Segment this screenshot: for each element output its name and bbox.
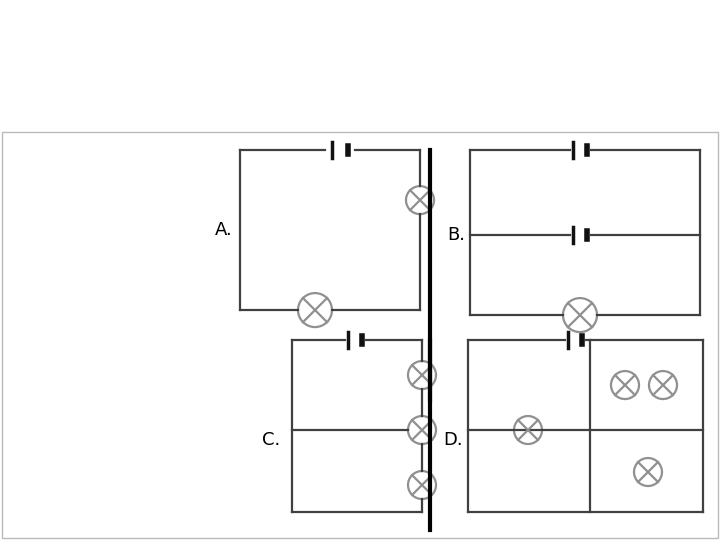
Text: D.: D. — [443, 431, 463, 449]
Text: A.: A. — [215, 221, 233, 239]
Text: C.: C. — [262, 431, 280, 449]
Text: Circuit Problems VII: Circuit Problems VII — [135, 27, 415, 51]
Text: B.: B. — [447, 226, 465, 244]
Text: continued: continued — [135, 82, 276, 106]
